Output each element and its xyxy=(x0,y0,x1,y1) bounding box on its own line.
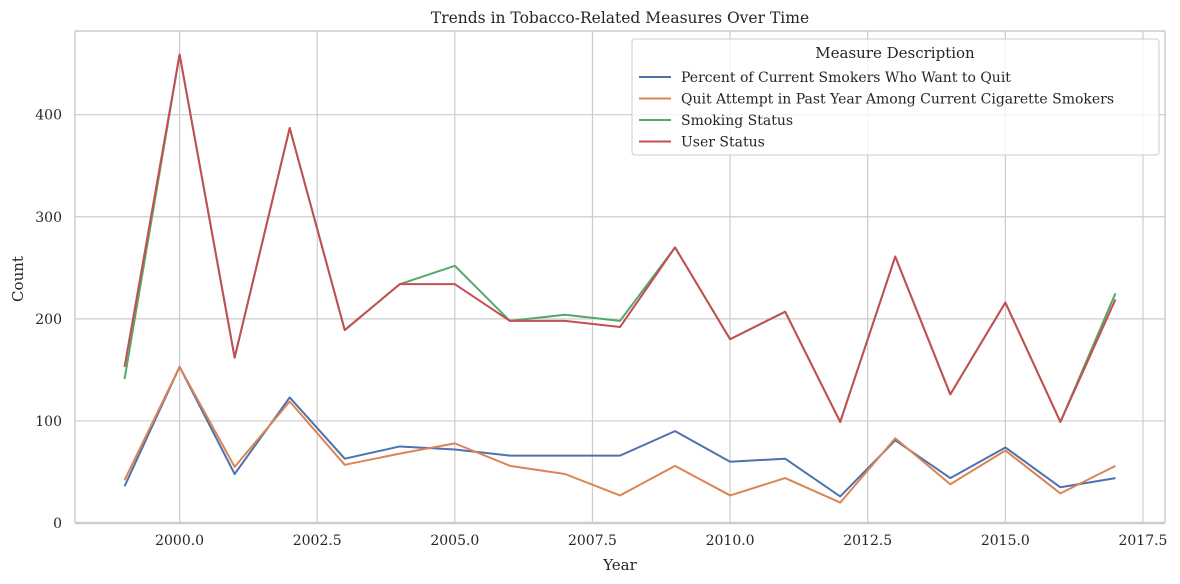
legend-frame xyxy=(631,38,1160,156)
axes xyxy=(74,30,1166,525)
legend-items: Percent of Current Smokers Who Want to Q… xyxy=(639,70,1114,151)
y-tick-label: 200 xyxy=(35,312,62,328)
y-tick-label: 300 xyxy=(35,210,62,226)
x-axis-title: Year xyxy=(602,556,637,574)
series-line-2 xyxy=(123,365,1116,504)
x-tick-label: 2015.0 xyxy=(981,533,1030,549)
series-lines xyxy=(123,53,1117,504)
series-line-1 xyxy=(123,365,1116,498)
y-tick-label: 0 xyxy=(53,516,62,532)
series-line-4 xyxy=(123,53,1117,423)
legend-label: Smoking Status xyxy=(681,113,793,129)
x-tick-label: 2017.5 xyxy=(1118,533,1167,549)
legend-label: User Status xyxy=(681,135,765,151)
tick-labels: 2000.0 2002.5 2005.0 2007.5 2010.0 2012.5 2015… xyxy=(35,108,1167,549)
legend-label: Quit Attempt in Past Year Among Current … xyxy=(681,92,1114,108)
x-tick-label: 2000.0 xyxy=(155,533,204,549)
x-tick-label: 2010.0 xyxy=(706,533,755,549)
y-axis-title: Count xyxy=(9,256,27,302)
legend-label: Percent of Current Smokers Who Want to Q… xyxy=(681,70,1011,86)
y-tick-label: 100 xyxy=(35,414,62,430)
x-tick-label: 2007.5 xyxy=(568,533,617,549)
x-tick-label: 2012.5 xyxy=(843,533,892,549)
chart-title: Trends in Tobacco-Related Measures Over … xyxy=(431,9,809,27)
y-tick-label: 400 xyxy=(35,108,62,124)
x-tick-label: 2005.0 xyxy=(430,533,479,549)
x-tick-label: 2002.5 xyxy=(293,533,342,549)
legend-title: Measure Description xyxy=(815,44,975,62)
legend: Measure Description Percent of Current S… xyxy=(631,38,1160,156)
